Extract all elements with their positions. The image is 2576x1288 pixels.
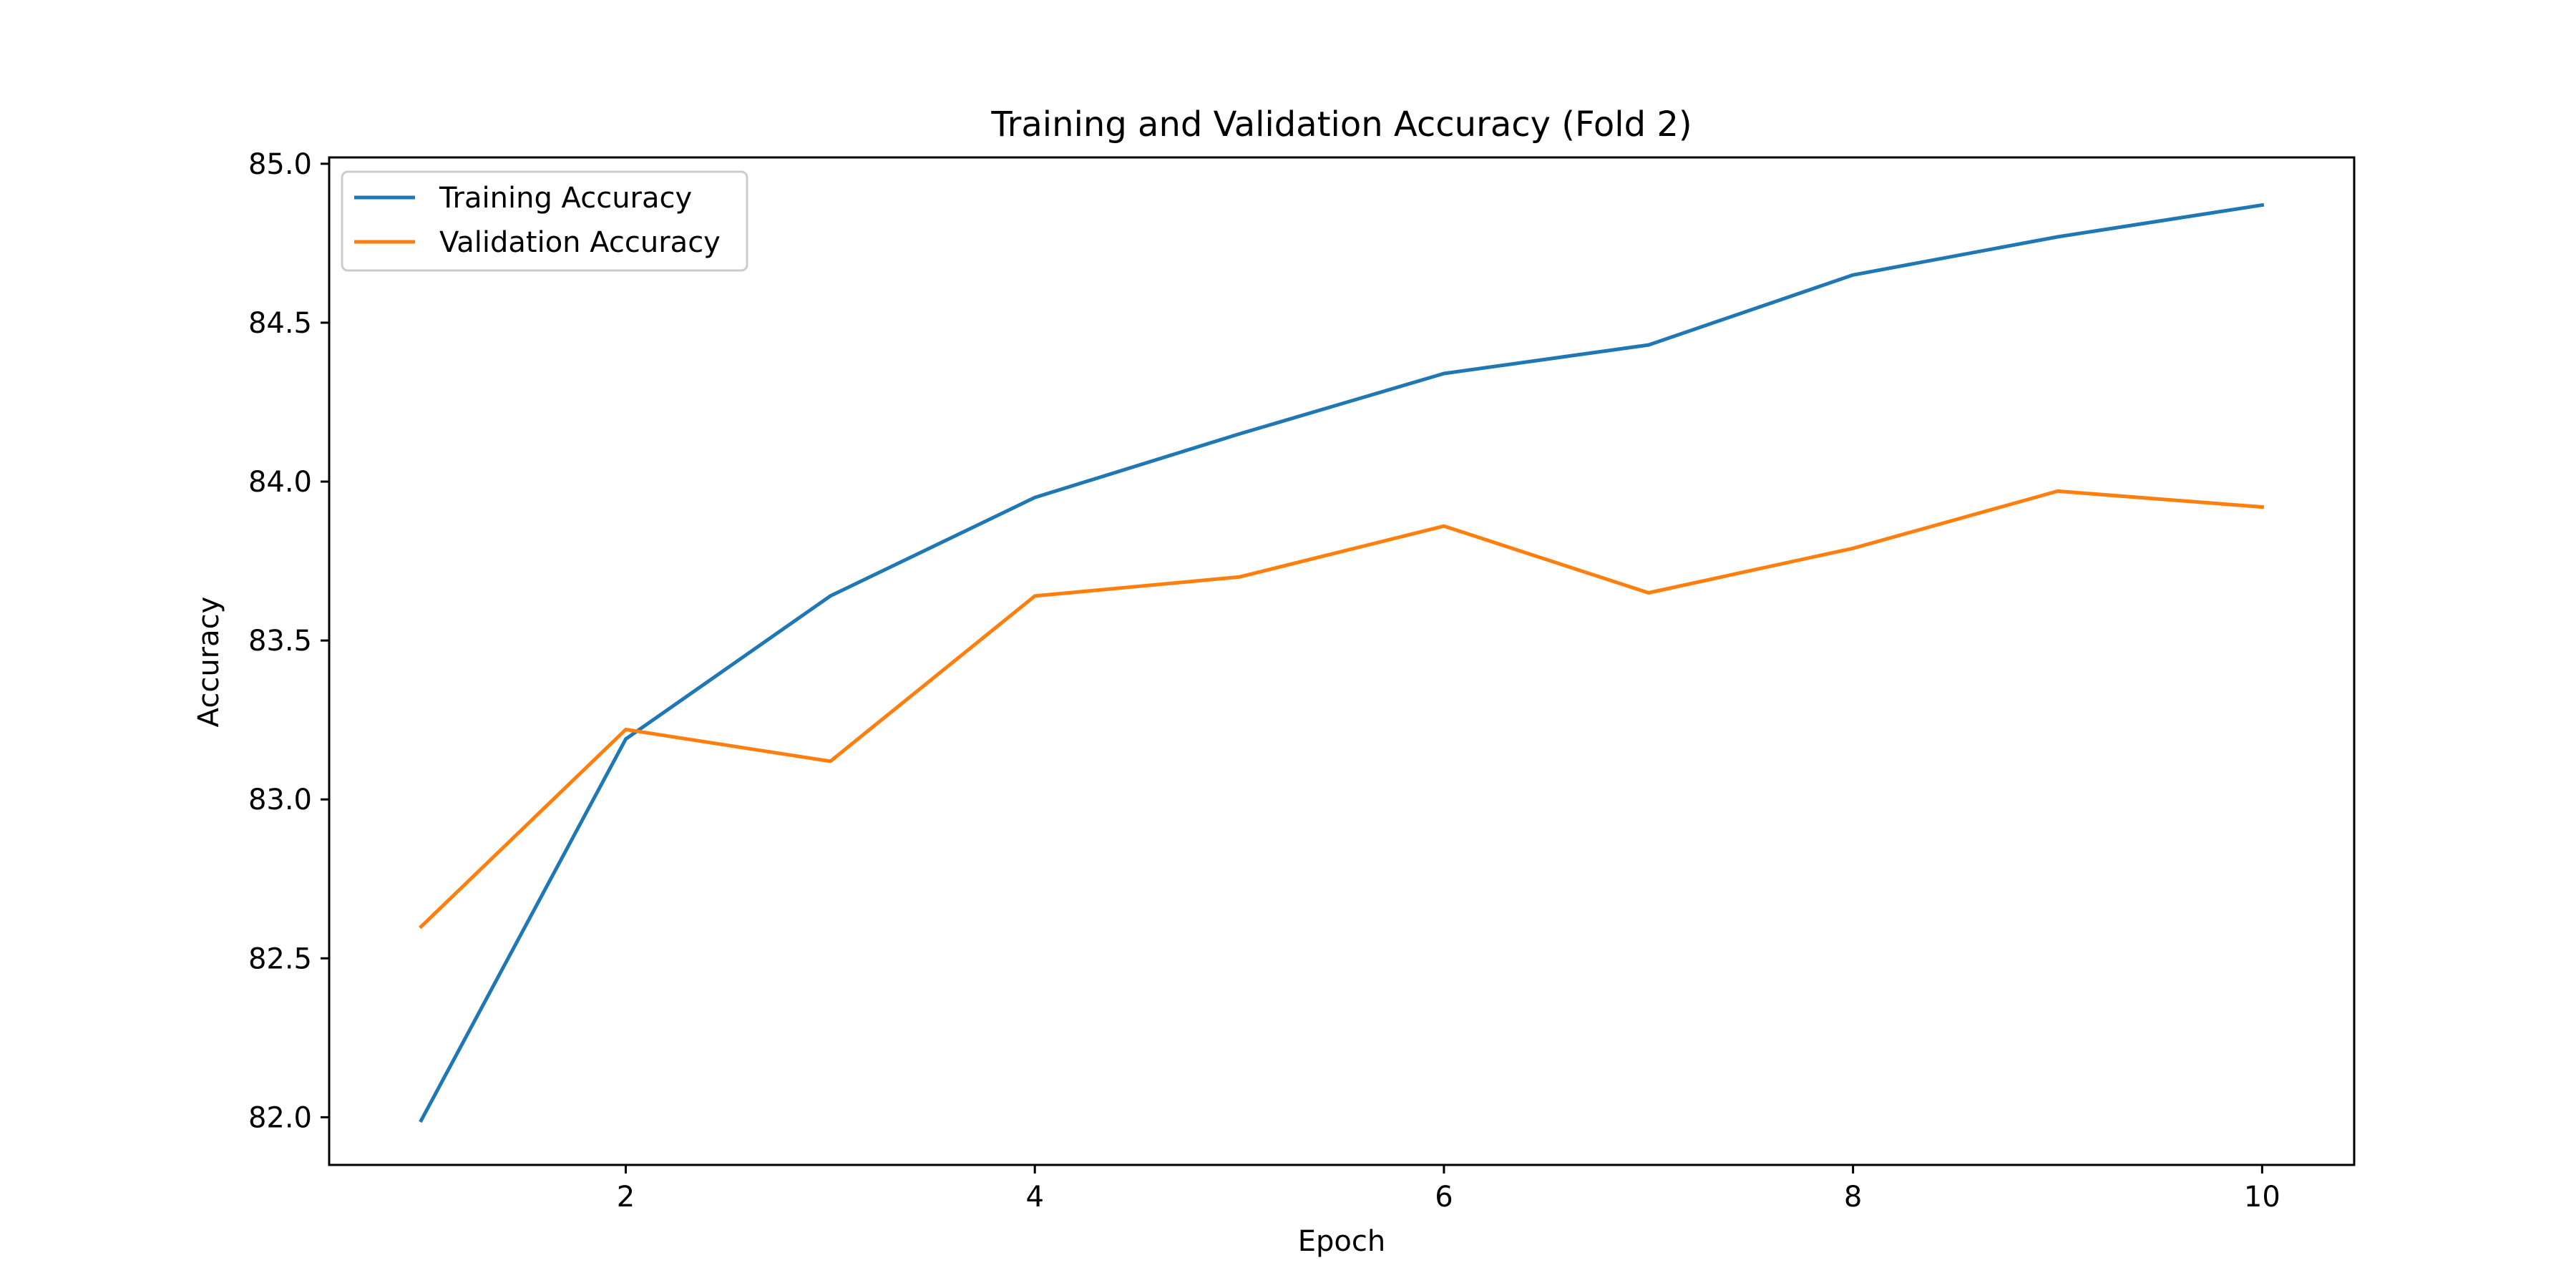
y-axis: 82.0 82.5 83.0 83.5 84.0 84.5 85.0 xyxy=(248,148,329,1134)
y-tick-label: 82.5 xyxy=(248,942,312,975)
x-axis-title: Epoch xyxy=(1298,1225,1385,1258)
y-tick-label: 84.5 xyxy=(248,307,312,340)
legend-frame xyxy=(341,170,748,272)
legend: Training Accuracy Validation Accuracy xyxy=(341,170,748,272)
chart-title: Training and Validation Accuracy (Fold 2… xyxy=(990,104,1692,145)
training-accuracy-line xyxy=(419,203,2265,1123)
y-tick-label: 82.0 xyxy=(248,1101,312,1134)
validation-accuracy-line xyxy=(419,489,2265,930)
y-tick-label: 83.5 xyxy=(248,625,312,658)
x-tick-label: 6 xyxy=(1435,1181,1453,1214)
y-axis-title: Accuracy xyxy=(192,597,225,728)
plot-area xyxy=(328,156,2356,1166)
x-tick-label: 4 xyxy=(1025,1181,1043,1214)
y-tick-label: 85.0 xyxy=(248,148,312,181)
x-tick-label: 10 xyxy=(2244,1181,2280,1214)
series-layer xyxy=(419,203,2265,1123)
x-tick-label: 8 xyxy=(1844,1181,1862,1214)
x-tick-label: 2 xyxy=(617,1181,635,1214)
y-tick-label: 83.0 xyxy=(248,784,312,816)
legend-label-training: Training Accuracy xyxy=(439,182,692,215)
plot-frame xyxy=(328,156,2356,1166)
legend-label-validation: Validation Accuracy xyxy=(439,226,721,259)
x-axis: 2 4 6 8 10 xyxy=(617,1165,2280,1214)
y-tick-label: 84.0 xyxy=(248,466,312,499)
